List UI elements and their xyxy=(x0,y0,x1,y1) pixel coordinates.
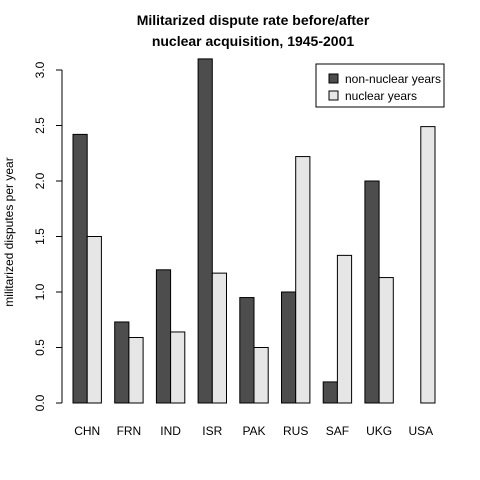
bar-rus-non-nuclear xyxy=(281,291,297,404)
bar-saf-non-nuclear xyxy=(322,381,338,404)
x-axis-labels: CHN FRN IND ISR PAK RUS SAF UKG USA xyxy=(74,424,433,438)
bar-ind-nuclear xyxy=(170,331,186,404)
y-tick-label: 1.5 xyxy=(33,228,47,245)
y-axis: 0.0 0.5 1.0 1.5 2.0 2.5 3.0 xyxy=(33,61,63,411)
bar-ukg-nuclear xyxy=(378,277,394,404)
bar-isr-nuclear xyxy=(211,272,228,404)
y-axis-label: militarized disputes per year xyxy=(2,157,16,306)
legend: non-nuclear years nuclear years xyxy=(315,63,445,108)
bar-isr-non-nuclear xyxy=(197,58,213,404)
x-tick-label-rus: RUS xyxy=(283,424,308,438)
x-tick-label-saf: SAF xyxy=(326,424,349,438)
bar-pak-nuclear xyxy=(253,347,269,404)
bar-ind-non-nuclear xyxy=(155,269,172,404)
y-tick-label: 2.5 xyxy=(33,117,47,134)
bar-chn-nuclear xyxy=(86,236,102,404)
bar-chn-non-nuclear xyxy=(72,133,88,404)
x-tick-label-usa: USA xyxy=(408,424,433,438)
bar-usa-nuclear xyxy=(420,126,436,404)
y-tick-label: 2.0 xyxy=(33,172,47,189)
y-tick-label: 1.0 xyxy=(33,283,47,300)
legend-swatch-non-nuclear xyxy=(328,73,339,84)
x-tick-label-ukg: UKG xyxy=(366,424,392,438)
legend-swatch-nuclear xyxy=(328,90,339,101)
x-tick-label-ind: IND xyxy=(160,424,181,438)
legend-label-nuclear: nuclear years xyxy=(345,89,417,103)
bar-ukg-non-nuclear xyxy=(364,180,380,404)
x-tick-label-chn: CHN xyxy=(74,424,100,438)
y-tick-label: 0.5 xyxy=(33,339,47,356)
bar-pak-non-nuclear xyxy=(239,297,255,404)
chart-title-line-1: Militarized dispute rate before/after xyxy=(137,12,370,28)
y-tick-label: 3.0 xyxy=(33,61,47,78)
legend-label-non-nuclear: non-nuclear years xyxy=(345,72,441,86)
x-tick-label-isr: ISR xyxy=(202,424,222,438)
bar-rus-nuclear xyxy=(295,156,311,404)
bar-frn-non-nuclear xyxy=(114,321,130,404)
x-tick-label-frn: FRN xyxy=(117,424,142,438)
y-tick-label: 0.0 xyxy=(33,394,47,411)
bar-saf-nuclear xyxy=(336,254,353,404)
x-tick-label-pak: PAK xyxy=(242,424,265,438)
bar-group xyxy=(72,58,436,404)
chart-title-line-2: nuclear acquisition, 1945-2001 xyxy=(152,33,355,49)
bar-frn-nuclear xyxy=(128,337,144,404)
